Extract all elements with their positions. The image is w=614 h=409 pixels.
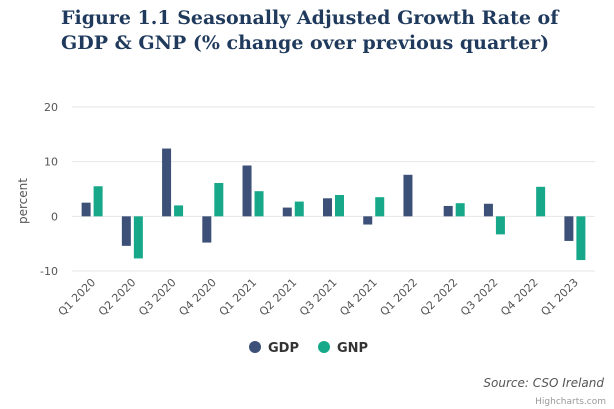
bar-gnp-q2-2020[interactable] (133, 216, 143, 259)
x-tick-label: Q1 2023 (538, 276, 581, 319)
y-tick-label: 10 (44, 156, 58, 169)
chart-title: Figure 1.1 Seasonally Adjusted Growth Ra… (61, 7, 559, 54)
y-tick-label: -10 (40, 265, 58, 278)
bar-gnp-q3-2022[interactable] (495, 216, 505, 235)
bar-gnp-q3-2021[interactable] (335, 195, 344, 217)
legend-item-gdp[interactable]: GDP (249, 341, 299, 356)
bar-gnp-q3-2020[interactable] (174, 205, 184, 217)
bar-gdp-q1-2020[interactable] (81, 202, 91, 217)
legend-item-gnp[interactable]: GNP (318, 341, 368, 356)
x-tick-label: Q4 2022 (498, 276, 541, 319)
bar-gdp-q2-2020[interactable] (121, 216, 131, 246)
bar-gdp-q1-2021[interactable] (242, 165, 252, 217)
x-tick-label: Q4 2020 (176, 276, 219, 319)
legend-gdp-marker (249, 341, 261, 353)
y-axis-label: percent (16, 178, 30, 224)
bars (81, 148, 586, 261)
bar-gnp-q4-2020[interactable] (214, 182, 224, 217)
y-axis: 20 10 0 -10 (40, 101, 58, 278)
bar-gnp-q1-2020[interactable] (93, 186, 103, 217)
x-tick-label: Q3 2022 (458, 276, 501, 319)
bar-gdp-q2-2022[interactable] (443, 205, 453, 217)
bar-gdp-q3-2021[interactable] (323, 198, 332, 217)
x-tick-label: Q3 2021 (297, 276, 340, 319)
bar-gdp-q3-2022[interactable] (483, 203, 493, 217)
y-tick-label: 0 (51, 210, 58, 223)
x-tick-label: Q3 2020 (136, 276, 179, 319)
bar-gdp-q3-2020[interactable] (162, 148, 172, 217)
legend[interactable]: GDP GNP (249, 341, 368, 356)
bar-gdp-q4-2021[interactable] (363, 216, 373, 225)
x-tick-label: Q1 2020 (56, 276, 99, 319)
bar-gnp-q1-2023[interactable] (576, 216, 586, 261)
bar-gdp-q1-2022[interactable] (403, 174, 413, 217)
bar-gnp-q2-2021[interactable] (294, 201, 304, 217)
x-tick-label: Q2 2022 (418, 276, 461, 319)
x-tick-label: Q4 2021 (337, 276, 380, 319)
bar-gdp-q2-2021[interactable] (282, 207, 292, 217)
y-tick-label: 20 (44, 101, 58, 114)
x-tick-label: Q2 2021 (257, 276, 300, 319)
source-note: Source: CSO Ireland (483, 376, 604, 390)
bar-gnp-q4-2022[interactable] (536, 186, 546, 217)
x-tick-label: Q1 2022 (378, 276, 421, 319)
bar-gdp-q1-2023[interactable] (564, 216, 574, 241)
chart-credit[interactable]: Highcharts.com (535, 397, 606, 407)
legend-gnp-marker (318, 341, 330, 353)
bar-gnp-q2-2022[interactable] (455, 203, 465, 217)
grid-layer (72, 106, 595, 272)
bar-gnp-q4-2021[interactable] (375, 197, 385, 217)
legend-gdp-label: GDP (268, 341, 299, 356)
bar-gnp-q1-2021[interactable] (254, 191, 264, 217)
bar-gdp-q4-2020[interactable] (202, 216, 212, 243)
legend-gnp-label: GNP (337, 341, 368, 356)
x-tick-label: Q1 2021 (217, 276, 260, 319)
x-tick-label: Q2 2020 (96, 276, 139, 319)
